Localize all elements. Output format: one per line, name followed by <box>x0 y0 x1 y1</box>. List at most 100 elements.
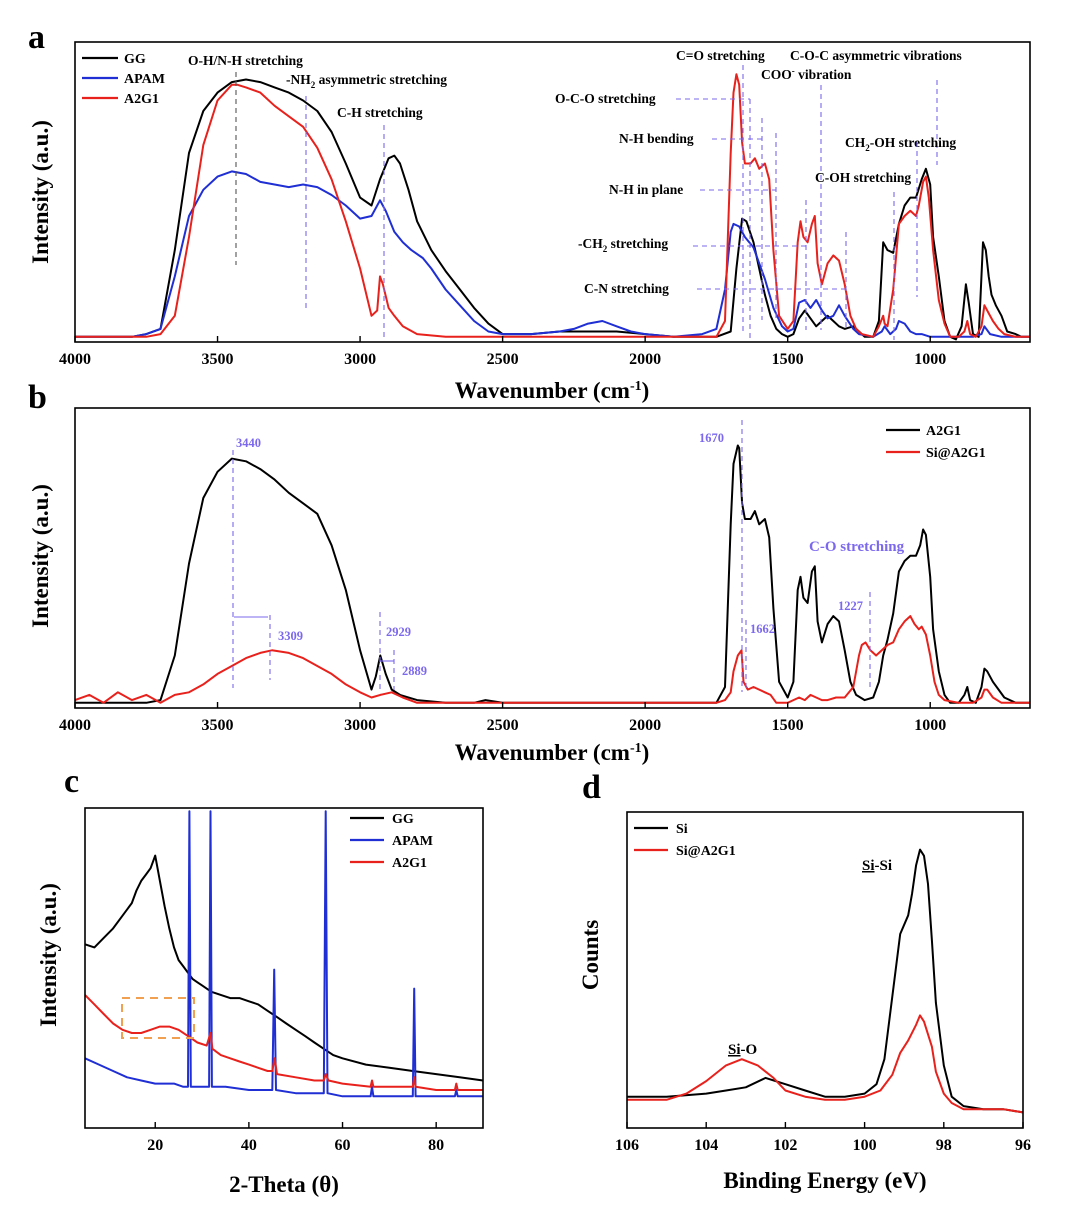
legend-label-gg: GG <box>124 52 146 67</box>
panel-a-series-group <box>75 73 1030 341</box>
annot-coc-asymmetric: C-O-C asymmetric vibrations <box>790 48 962 63</box>
x-tick-label: 4000 <box>59 351 91 368</box>
annot-1670: 1670 <box>699 431 724 445</box>
annot-cn-stretching: C-N stretching <box>584 281 669 296</box>
legend-label-a2g1-b: A2G1 <box>926 424 961 439</box>
x-tick-label: 102 <box>773 1137 797 1154</box>
series-line-c-gg <box>84 854 484 1082</box>
panel-d-x-axis: 106 104 102 100 98 96 <box>615 1122 1031 1154</box>
legend-label-a2g1-c: A2G1 <box>392 856 427 871</box>
panel-d-series-group <box>627 848 1024 1114</box>
amorphous-region-highlight <box>121 997 195 1039</box>
panel-label-d: d <box>582 769 601 806</box>
annot-ch2-stretching: -CH2 stretching <box>578 236 668 254</box>
x-tick-label: 100 <box>853 1137 877 1154</box>
x-tick-label: 96 <box>1015 1137 1031 1154</box>
x-tick-label: 2500 <box>487 717 519 734</box>
annot-3309: 3309 <box>278 629 303 643</box>
panel-b: b 4000 3500 3000 2500 2000 1500 1000 Wavenumbe… <box>28 379 1031 765</box>
x-tick-label: 3000 <box>344 351 376 368</box>
legend-label-a2g1: A2G1 <box>124 92 159 107</box>
annot-c-o-stretching-b: C-O stretching <box>809 539 905 555</box>
annot-coo-vibration: COO- vibration <box>761 66 852 82</box>
legend-label-si-a2g1-d: Si@A2G1 <box>676 844 736 859</box>
series-line-b-a2g1 <box>75 444 1030 704</box>
panel-a-legend: GG APAM A2G1 <box>82 52 165 107</box>
annot-3440: 3440 <box>236 436 261 450</box>
x-tick-label: 1000 <box>914 717 946 734</box>
x-tick-label: 106 <box>615 1137 639 1154</box>
panel-c-x-axis: 20 40 60 80 <box>147 1122 444 1154</box>
panel-c-x-axis-title: 2-Theta (θ) <box>229 1172 339 1197</box>
x-tick-label: 3500 <box>202 351 234 368</box>
panel-a-x-axis: 4000 3500 3000 2500 2000 1500 1000 <box>59 336 946 368</box>
series-line-a-apam <box>75 170 1030 338</box>
annot-1662: 1662 <box>750 622 775 636</box>
panel-d-legend: Si Si@A2G1 <box>634 822 736 859</box>
x-tick-label: 98 <box>936 1137 952 1154</box>
x-tick-label: 40 <box>241 1137 257 1154</box>
panel-a: a 4000 3500 3000 2500 2000 1500 1000 Wavenumbe… <box>28 19 1031 403</box>
panel-c-y-axis-title: Intensity (a.u.) <box>36 883 61 1027</box>
annot-ch-stretching: C-H stretching <box>337 105 423 120</box>
panel-c-series-group <box>84 810 484 1098</box>
annot-si-si: Si-Si <box>862 858 892 874</box>
panel-a-y-axis-title: Intensity (a.u.) <box>28 120 53 264</box>
panel-c-legend: GG APAM A2G1 <box>350 812 433 871</box>
series-line-c-apam <box>84 810 483 1098</box>
panel-d-x-axis-title: Binding Energy (eV) <box>723 1168 926 1193</box>
annot-nh2-asymmetric: -NH2 asymmetric stretching <box>286 72 447 90</box>
x-tick-label: 1500 <box>772 717 804 734</box>
series-line-d-si-a2g1 <box>627 1014 1024 1114</box>
legend-label-si-a2g1-b: Si@A2G1 <box>926 446 986 461</box>
panel-d-y-axis-title: Counts <box>578 920 603 990</box>
x-tick-label: 104 <box>694 1137 718 1154</box>
panel-a-annotations: O-H/N-H stretching -NH2 asymmetric stret… <box>188 48 962 340</box>
annot-2889: 2889 <box>402 664 427 678</box>
annot-coh-stretching: C-OH stretching <box>815 170 911 185</box>
panel-b-y-axis-title: Intensity (a.u.) <box>28 484 53 628</box>
panel-b-x-axis-title: Wavenumber (cm-1) <box>455 740 650 765</box>
annot-2929: 2929 <box>386 625 411 639</box>
x-tick-label: 20 <box>147 1137 163 1154</box>
x-tick-label: 80 <box>428 1137 444 1154</box>
panel-b-x-axis: 4000 3500 3000 2500 2000 1500 1000 <box>59 702 946 734</box>
panel-label-b: b <box>28 379 47 416</box>
series-line-a-a2g1 <box>75 73 1030 338</box>
panel-c: c 20 40 60 80 2-Theta (θ) Intensity (a.u.) … <box>36 763 484 1197</box>
panel-c-plot-frame <box>84 807 484 1129</box>
x-tick-label: 2000 <box>629 717 661 734</box>
series-line-c-a2g1 <box>84 994 483 1091</box>
annot-si-o: Si-O <box>728 1042 757 1058</box>
x-tick-label: 2000 <box>629 351 661 368</box>
x-tick-label: 1500 <box>772 351 804 368</box>
panel-a-x-axis-title: Wavenumber (cm-1) <box>455 378 650 403</box>
panel-d-plot-frame <box>626 811 1024 1129</box>
x-tick-label: 1000 <box>914 351 946 368</box>
legend-label-apam-c: APAM <box>392 834 433 849</box>
annot-c-o-stretching: C=O stretching <box>676 48 765 63</box>
x-tick-label: 3500 <box>202 717 234 734</box>
annot-ch2oh-stretching: CH2-OH stretching <box>845 135 956 153</box>
series-line-a-gg <box>75 78 1030 341</box>
panel-d: d 106 104 102 100 98 96 Binding Energy (eV) C… <box>578 769 1031 1193</box>
legend-label-apam: APAM <box>124 72 165 87</box>
annot-nh-bending: N-H bending <box>619 131 694 146</box>
series-line-b-si-a2g1 <box>74 615 1030 704</box>
x-tick-label: 3000 <box>344 717 376 734</box>
x-tick-label: 2500 <box>487 351 519 368</box>
annot-oh-nh-stretching: O-H/N-H stretching <box>188 53 303 68</box>
panel-b-plot-frame <box>74 407 1031 709</box>
panel-label-a: a <box>28 19 45 56</box>
x-tick-label: 60 <box>335 1137 351 1154</box>
annot-nh-in-plane: N-H in plane <box>609 182 683 197</box>
panel-b-legend: A2G1 Si@A2G1 <box>886 424 986 461</box>
legend-label-si-d: Si <box>676 822 688 837</box>
annot-1227: 1227 <box>838 599 863 613</box>
annot-oco-stretching: O-C-O stretching <box>555 91 656 106</box>
series-line-d-si <box>627 848 1024 1114</box>
x-tick-label: 4000 <box>59 717 91 734</box>
panel-b-annotations: 3440 3309 2929 2889 1670 1662 C-O stretc… <box>232 420 905 692</box>
legend-label-gg-c: GG <box>392 812 414 827</box>
